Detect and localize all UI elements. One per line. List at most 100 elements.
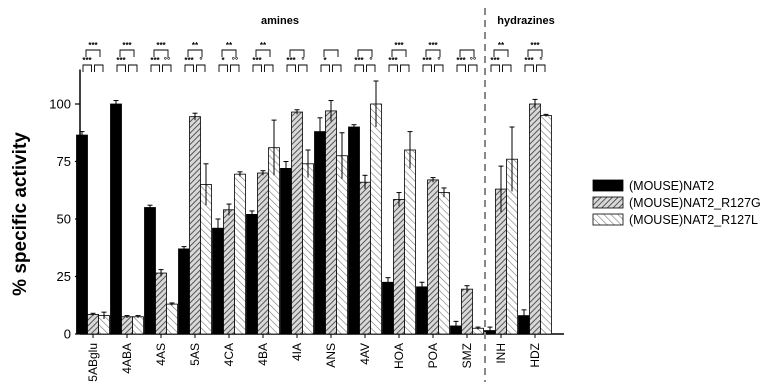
legend-swatch bbox=[592, 196, 624, 209]
bar bbox=[257, 172, 269, 335]
bar bbox=[302, 163, 314, 335]
x-tick-label: 4ABA bbox=[120, 343, 134, 374]
significance-bracket-top bbox=[153, 49, 169, 57]
bar bbox=[76, 134, 88, 335]
bar bbox=[393, 199, 405, 335]
significance-left: *** bbox=[490, 56, 500, 65]
legend-label: (MOUSE)NAT2_R127L bbox=[629, 213, 758, 227]
y-axis-title: % specific activity bbox=[10, 132, 31, 296]
bar bbox=[540, 115, 552, 335]
significance-bracket-right bbox=[196, 64, 206, 72]
significance-left: *** bbox=[456, 56, 466, 65]
significance-left: *** bbox=[184, 56, 194, 65]
bar bbox=[189, 116, 201, 335]
y-tick-label: 75 bbox=[57, 154, 71, 169]
significance-bracket-top bbox=[119, 49, 135, 57]
significance-right: ° bbox=[369, 56, 372, 65]
x-tick-label: HDZ bbox=[528, 343, 542, 368]
significance-top: *** bbox=[530, 41, 540, 50]
significance-top: ** bbox=[498, 41, 505, 50]
bar bbox=[155, 272, 167, 335]
section-label: hydrazines bbox=[497, 15, 554, 27]
significance-bracket-left bbox=[286, 64, 296, 72]
significance-left: *** bbox=[82, 56, 92, 65]
significance-bracket-top bbox=[493, 49, 509, 57]
legend-label: (MOUSE)NAT2 bbox=[629, 179, 714, 193]
bar bbox=[132, 316, 144, 335]
legend-swatch bbox=[592, 213, 624, 226]
x-tick-label: 4CA bbox=[222, 343, 236, 366]
significance-left: *** bbox=[524, 56, 534, 65]
significance-right: °° bbox=[470, 56, 476, 65]
bar bbox=[438, 192, 450, 335]
significance-bracket-right bbox=[230, 64, 240, 72]
x-tick-label: 5AS bbox=[188, 343, 202, 366]
significance-top: *** bbox=[428, 41, 438, 50]
significance-right: °° bbox=[164, 56, 170, 65]
y-tick-label: 100 bbox=[49, 97, 71, 112]
significance-bracket-top bbox=[425, 49, 441, 57]
x-tick-label: 4AS bbox=[154, 343, 168, 366]
significance-bracket-top bbox=[323, 49, 339, 57]
significance-top: *** bbox=[122, 41, 132, 50]
significance-bracket-top bbox=[85, 49, 101, 57]
bar bbox=[404, 149, 416, 335]
x-tick-label: ANS bbox=[324, 343, 338, 368]
bar bbox=[348, 126, 360, 335]
x-tick-label: 4BA bbox=[256, 343, 270, 366]
significance-bracket-top bbox=[357, 49, 373, 57]
significance-right: ° bbox=[539, 56, 542, 65]
significance-bracket-top bbox=[527, 49, 543, 57]
significance-bracket-left bbox=[490, 64, 500, 72]
significance-left: * bbox=[323, 56, 327, 65]
significance-top: ** bbox=[192, 41, 199, 50]
significance-bracket-top bbox=[459, 49, 475, 57]
significance-bracket-left bbox=[82, 64, 92, 72]
bar bbox=[529, 103, 541, 335]
significance-bracket-left bbox=[252, 64, 262, 72]
bar bbox=[87, 314, 99, 335]
bar bbox=[382, 281, 394, 335]
y-tick-label: 50 bbox=[57, 212, 71, 227]
bar bbox=[178, 248, 190, 335]
significance-bracket-right bbox=[366, 64, 376, 72]
x-tick-label: SMZ bbox=[460, 343, 474, 368]
significance-bracket-left bbox=[218, 64, 228, 72]
significance-bracket-right bbox=[400, 64, 410, 72]
significance-bracket-left bbox=[320, 64, 330, 72]
bar bbox=[223, 209, 235, 335]
bar bbox=[336, 155, 348, 335]
significance-top: *** bbox=[394, 41, 404, 50]
legend: (MOUSE)NAT2 (MOUSE)NAT2_R127G (MOUSE)NAT2_… bbox=[592, 179, 761, 227]
significance-bracket-right bbox=[94, 64, 104, 72]
bar bbox=[370, 103, 382, 335]
x-tick-label: INH bbox=[494, 343, 508, 364]
x-tick-label: HOA bbox=[392, 343, 406, 369]
significance-bracket-top bbox=[187, 49, 203, 57]
significance-bracket-top bbox=[221, 49, 237, 57]
significance-top: *** bbox=[88, 41, 98, 50]
significance-bracket-left bbox=[116, 64, 126, 72]
significance-bracket-left bbox=[388, 64, 398, 72]
significance-bracket-left bbox=[456, 64, 466, 72]
bar bbox=[268, 147, 280, 335]
bar bbox=[314, 131, 326, 335]
x-tick-label: 4AV bbox=[358, 343, 372, 365]
significance-bracket-right bbox=[264, 64, 274, 72]
significance-left: *** bbox=[422, 56, 432, 65]
significance-left: *** bbox=[354, 56, 364, 65]
significance-bracket-left bbox=[524, 64, 534, 72]
bar bbox=[359, 181, 371, 335]
significance-bracket-right bbox=[298, 64, 308, 72]
significance-top: ** bbox=[226, 41, 233, 50]
bar bbox=[427, 179, 439, 335]
bar bbox=[212, 227, 224, 335]
bar bbox=[325, 110, 337, 335]
significance-right: ° bbox=[301, 56, 304, 65]
significance-bracket-left bbox=[184, 64, 194, 72]
significance-bracket-right bbox=[162, 64, 172, 72]
bar bbox=[234, 173, 246, 335]
significance-bracket-left bbox=[354, 64, 364, 72]
bar bbox=[246, 213, 258, 335]
